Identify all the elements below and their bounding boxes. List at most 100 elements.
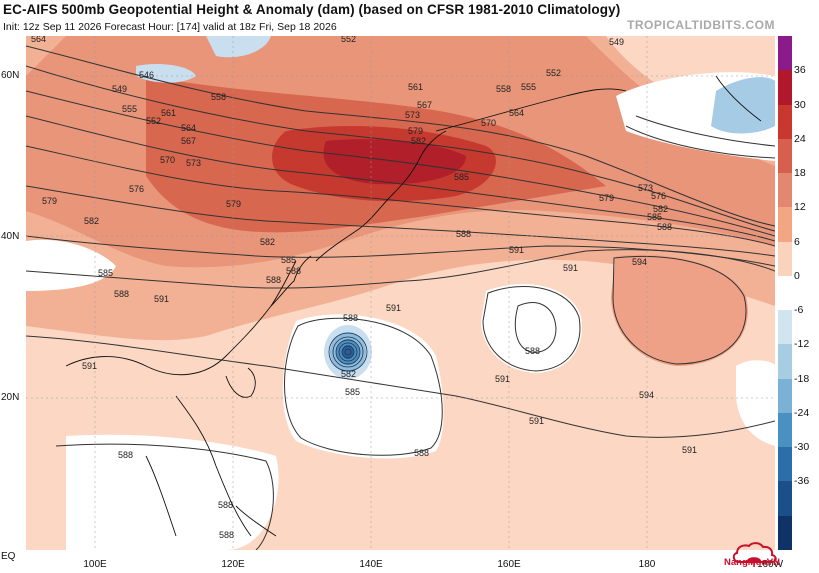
colorbar-segment [778,344,792,380]
neutral-area-sw [66,434,279,550]
contour-label: 570 [160,155,175,165]
watermark-text: NangMuaVN [724,557,780,568]
neg-anomaly-north [206,36,271,58]
chart-subtitle: Init: 12z Sep 11 2026 Forecast Hour: [17… [3,21,337,33]
contour-label: 549 [112,84,127,94]
contour-label: 591 [682,445,697,455]
contour-label: 591 [82,361,97,371]
chart-title: EC-AIFS 500mb Geopotential Height & Anom… [3,2,621,17]
colorbar-tick-label: -24 [794,406,810,419]
colorbar-segment [778,138,792,174]
colorbar-segment [778,207,792,243]
colorbar-segment [778,275,792,311]
contour-label: 588 [218,500,233,510]
height-contours [26,45,775,550]
contour-label: 588 [118,450,133,460]
colorbar-tick-label: -30 [794,441,810,454]
contour-label: 588 [219,530,234,540]
colorbar-tick-label: 0 [794,269,800,282]
contour-label: 567 [417,100,432,110]
neutral-area-west [26,239,116,291]
contour-label: 579 [599,193,614,203]
lat-label-eq: EQ [1,551,16,562]
lon-label-120e: 120E [221,559,245,570]
contour-label: 564 [181,123,196,133]
contour-label: 591 [563,263,578,273]
colorbar-segment [778,36,792,71]
contour-label: 591 [495,374,510,384]
contour-labels: 564 546 549 555 552 558 561 564 567 570 … [31,36,697,540]
colorbar-segment [778,241,792,277]
contour-label: 591 [154,294,169,304]
contour-label: 552 [546,68,561,78]
colorbar-tick-label: 30 [794,98,806,111]
colorbar-segment [778,173,792,208]
contour-label: 549 [609,37,624,47]
colorbar-segment [778,70,792,106]
neutral-area-east [736,360,775,446]
map-panel: 564 546 549 555 552 558 561 564 567 570 … [26,36,775,550]
colorbar-tick-label: -6 [794,304,804,317]
colorbar-tick-label: -18 [794,372,810,385]
typhoon-contours [328,332,368,372]
brand-label[interactable]: TROPICALTIDBITS.COM [627,18,775,32]
contour-label: 561 [408,82,423,92]
contour-label: 588 [414,448,429,458]
colorbar-tick-label: -36 [794,475,810,488]
neutral-area-tc [282,314,444,459]
contour-label: 579 [408,126,423,136]
cloud-umbrella-icon [732,542,777,567]
contour-label: 546 [139,70,154,80]
contour-label: 588 [525,346,540,356]
colorbar-segment [778,104,792,140]
contour-label: 576 [129,184,144,194]
lon-label-180: 180 [638,559,656,570]
lat-label-60n: 60N [1,70,20,81]
colorbar-tick-label: 12 [794,201,806,214]
colorbar-tick-label: -12 [794,338,810,351]
anomaly-map: 564 546 549 555 552 558 561 564 567 570 … [26,36,775,550]
contour-label: 588 [286,266,301,276]
contour-label: 585 [281,255,296,265]
contour-label: 582 [84,216,99,226]
colorbar-segment [778,412,792,448]
contour-label: 555 [521,82,536,92]
lon-label-100e: 100E [83,559,107,570]
contour-label: 552 [341,36,356,44]
contour-label: 564 [31,36,46,44]
colorbar-segment [778,310,792,345]
colorbar-segment [778,481,792,517]
anomaly-colorbar [778,36,792,551]
coastlines [65,75,762,537]
contour-label: 588 [114,289,129,299]
contour-label: 585 [647,212,662,222]
contour-label: 558 [211,92,226,102]
lon-label-160w: 160W [756,559,784,570]
contour-label: 561 [161,108,176,118]
contour-label: 555 [122,104,137,114]
lat-label-20n: 20N [1,392,20,403]
colorbar-tick-label: 24 [794,132,806,145]
colorbar-segment [778,447,792,482]
colorbar-tick-label: 6 [794,235,800,248]
contour-label: 588 [266,275,281,285]
contour-label: 564 [509,108,524,118]
contour-label: 588 [657,222,672,232]
contour-label: 576 [651,191,666,201]
contour-label: 588 [456,229,471,239]
colorbar-segment [778,378,792,414]
contour-label: 582 [653,204,668,214]
contour-label: 591 [509,245,524,255]
contour-label: 585 [345,387,360,397]
contour-label: 582 [260,237,275,247]
contour-label: 591 [386,303,401,313]
contour-label: 558 [496,84,511,94]
contour-label: 573 [186,158,201,168]
contour-label: 582 [411,136,426,146]
contour-label: 570 [481,118,496,128]
contour-label: 585 [454,172,469,182]
contour-label: 579 [226,199,241,209]
contour-label: 573 [638,183,653,193]
contour-label: 552 [146,116,161,126]
colorbar-tick-label: 18 [794,167,806,180]
